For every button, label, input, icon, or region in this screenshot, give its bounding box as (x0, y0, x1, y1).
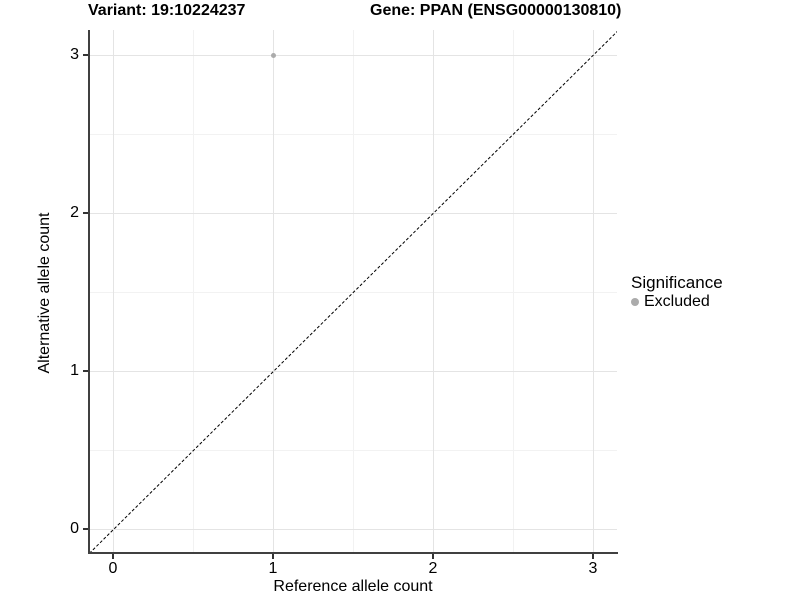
x-tick-mark (272, 554, 274, 559)
legend-item-label: Excluded (644, 293, 710, 310)
legend-item-excluded: Excluded (631, 293, 723, 311)
y-tick-mark (83, 370, 88, 372)
data-point (270, 52, 276, 58)
y-tick-label: 0 (70, 520, 79, 537)
y-major-gridline (89, 55, 617, 56)
x-major-gridline (433, 30, 434, 553)
y-tick-mark (83, 528, 88, 530)
y-minor-gridline (89, 134, 617, 135)
x-axis-label: Reference allele count (273, 578, 433, 595)
x-axis-line (88, 552, 618, 554)
y-major-gridline (89, 213, 617, 214)
plot-panel (89, 30, 617, 553)
legend: Significance Excluded (631, 273, 723, 311)
y-tick-mark (83, 212, 88, 214)
y-minor-gridline (89, 450, 617, 451)
x-minor-gridline (513, 30, 514, 553)
plot-title-variant: Variant: 19:10224237 (88, 2, 246, 19)
plot-title-gene: Gene: PPAN (ENSG00000130810) (370, 2, 622, 19)
x-tick-mark (592, 554, 594, 559)
x-tick-label: 0 (108, 560, 118, 577)
x-major-gridline (113, 30, 114, 553)
y-axis-line (88, 30, 90, 554)
x-tick-mark (112, 554, 114, 559)
x-tick-mark (432, 554, 434, 559)
y-major-gridline (89, 529, 617, 530)
x-tick-label: 1 (268, 560, 278, 577)
legend-title: Significance (631, 273, 723, 292)
y-tick-label: 3 (70, 46, 79, 63)
y-major-gridline (89, 371, 617, 372)
y-tick-mark (83, 54, 88, 56)
x-minor-gridline (193, 30, 194, 553)
x-tick-label: 2 (428, 560, 438, 577)
y-axis-label: Alternative allele count (36, 212, 53, 374)
y-minor-gridline (89, 292, 617, 293)
y-tick-label: 2 (70, 204, 79, 221)
x-tick-label: 3 (588, 560, 598, 577)
x-major-gridline (593, 30, 594, 553)
legend-point-icon (631, 298, 639, 306)
x-minor-gridline (353, 30, 354, 553)
y-tick-label: 1 (70, 362, 79, 379)
x-major-gridline (273, 30, 274, 553)
